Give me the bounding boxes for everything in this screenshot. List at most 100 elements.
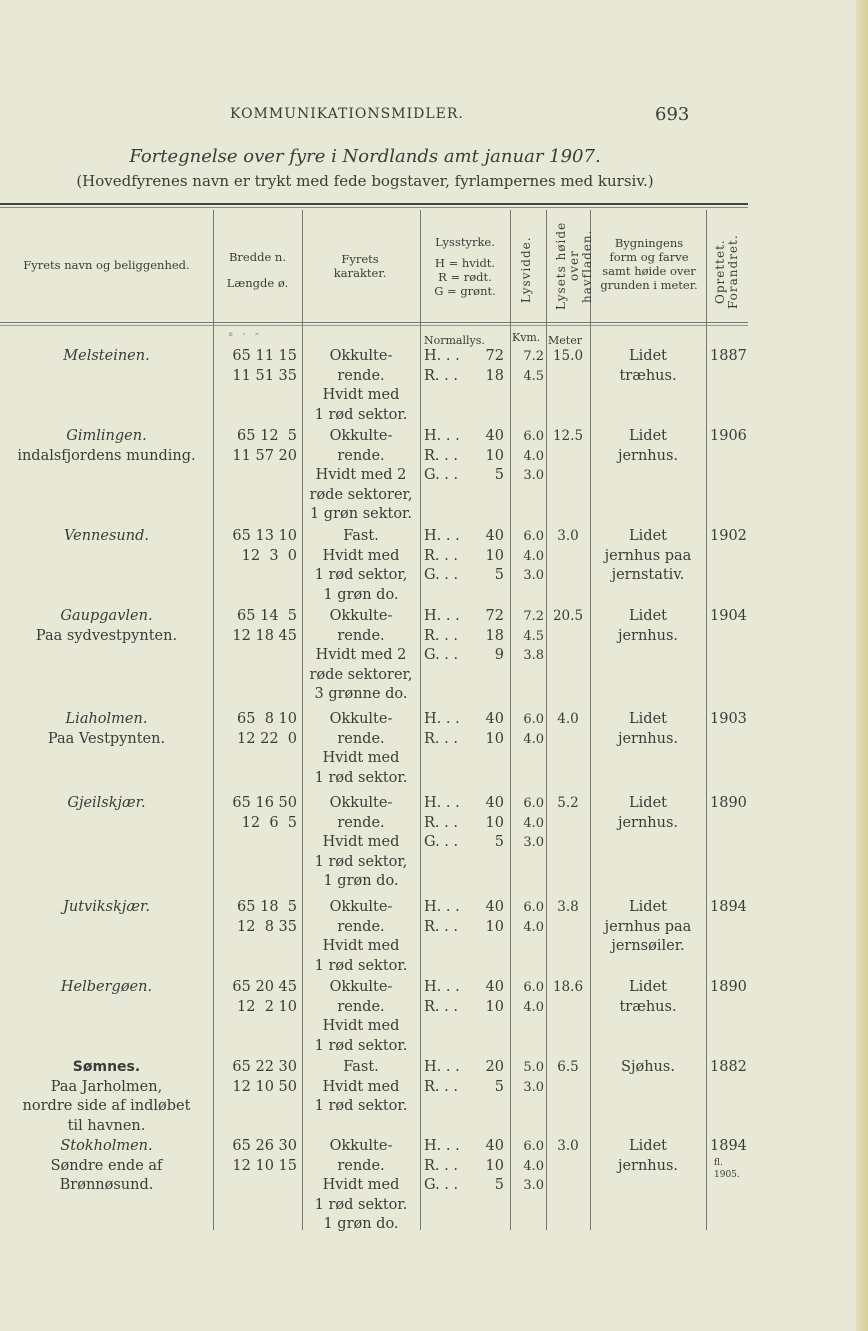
light-range: 4.0 (523, 999, 544, 1015)
light-value: 40 (485, 528, 504, 544)
light-value: 5 (494, 567, 504, 583)
light-color: R. . . (424, 367, 458, 384)
building-description: træhus. (619, 367, 677, 384)
column-divider (420, 210, 421, 1230)
light-intensity: R. . . 10 (424, 998, 504, 1018)
page-number: 693 (655, 104, 690, 125)
light-character: 1 grøn do. (323, 586, 399, 603)
building-description: Lidet (629, 528, 667, 544)
table-top-rule-thin (0, 207, 748, 208)
light-range: 3.0 (523, 568, 544, 583)
longitude: 12 18 45 (232, 627, 297, 644)
light-intensity: R. . . 10 (424, 547, 504, 567)
light-character: rende. (337, 367, 385, 384)
light-range: 6.0 (523, 1139, 544, 1154)
lighthouse-name: Vennesund. (64, 528, 149, 544)
light-character: rende. (337, 1157, 385, 1174)
longitude: 12 10 50 (232, 1078, 297, 1095)
light-character: Hvidt med (322, 547, 400, 564)
light-intensity: R. . . 10 (424, 730, 504, 750)
page-title: Fortegnelse over fyre i Nordlands amt ja… (129, 146, 601, 167)
longitude: 12 6 5 (241, 814, 297, 831)
light-height: 12.5 (552, 428, 584, 444)
year: 1894 (710, 1138, 747, 1154)
light-color: R. . . (424, 814, 458, 831)
unit-coords: ° ′ ″ (228, 331, 263, 344)
light-color: H. . . (424, 608, 460, 624)
light-character: røde sektorer, (309, 666, 413, 683)
building-description: træhus. (619, 998, 677, 1015)
light-color: G. . . (424, 647, 459, 663)
light-height: 15.0 (552, 348, 584, 364)
col-header-lat: Bredde n. (228, 250, 286, 264)
lighthouse-location: Paa Vestpynten. (47, 730, 166, 747)
light-character: Fast. (343, 528, 379, 544)
light-intensity: H. . . 40 (424, 898, 504, 918)
year: 1905. (714, 1169, 740, 1180)
lighthouse-name: Helbergøen. (60, 979, 153, 995)
light-character: Okkulte- (329, 1138, 393, 1154)
lighthouse-name: Melsteinen. (63, 348, 150, 364)
lighthouse-location: indalsfjordens munding. (17, 447, 196, 464)
light-intensity: G. . . 5 (424, 833, 504, 853)
light-intensity: H. . . 40 (424, 794, 504, 814)
light-character: 3 grønne do. (314, 686, 408, 702)
column-divider (213, 210, 214, 1230)
building-description: jernhus. (617, 814, 679, 831)
lighthouse-location: Søndre ende af (50, 1157, 163, 1174)
light-range: 6.0 (523, 796, 544, 811)
light-character: Hvidt med (322, 1078, 400, 1095)
light-intensity: R. . . 10 (424, 1157, 504, 1177)
light-character: Fast. (343, 1059, 379, 1075)
unit-height: Meter (548, 334, 582, 347)
building-description: Lidet (629, 711, 667, 727)
light-range: 4.0 (523, 731, 544, 747)
header-bottom-rule-thin (0, 325, 748, 326)
light-value: 40 (485, 711, 504, 727)
latitude: 65 18 5 (237, 899, 297, 915)
building-description: Lidet (629, 608, 667, 624)
latitude: 65 13 10 (232, 528, 297, 544)
column-divider (706, 210, 707, 1230)
light-value: 10 (485, 447, 504, 464)
light-height: 3.8 (557, 899, 579, 915)
col-header-intensity-key-r: R = rødt. (438, 270, 492, 284)
latitude: 65 26 30 (232, 1138, 297, 1154)
light-intensity: H. . . 40 (424, 1137, 504, 1157)
light-character: 1 rød sektor. (314, 1037, 408, 1054)
building-description: Sjøhus. (621, 1059, 675, 1075)
light-color: H. . . (424, 899, 460, 915)
col-header-name: Fyrets navn og beliggenhed. (23, 258, 190, 272)
light-height: 20.5 (552, 608, 584, 624)
light-intensity: G. . . 9 (424, 646, 504, 666)
light-height: 5.2 (557, 795, 579, 811)
lighthouse-location: Paa sydvestpynten. (35, 627, 178, 644)
light-value: 10 (485, 918, 504, 935)
light-height: 18.6 (552, 979, 584, 995)
light-range: 3.0 (523, 1178, 544, 1193)
light-value: 5 (494, 1078, 504, 1095)
light-character: Hvidt med (322, 387, 400, 403)
light-height: 3.0 (557, 1138, 579, 1154)
column-divider (510, 210, 511, 1230)
light-value: 18 (485, 627, 504, 644)
table-top-rule (0, 203, 748, 205)
lighthouse-name: Gjeilskjær. (67, 795, 146, 811)
column-divider (590, 210, 591, 1230)
light-character: rende. (337, 918, 385, 935)
year: 1904 (710, 608, 747, 624)
light-intensity: R. . . 10 (424, 814, 504, 834)
light-value: 20 (485, 1059, 504, 1075)
year: 1890 (710, 979, 747, 995)
light-character: 1 grøn sektor. (309, 506, 413, 522)
light-intensity: H. . . 20 (424, 1058, 504, 1078)
year: 1902 (710, 528, 747, 544)
light-value: 5 (494, 1177, 504, 1193)
lighthouse-location: Paa Jarholmen, (50, 1078, 163, 1095)
lighthouse-name: Jutvikskjær. (63, 899, 150, 915)
light-range: 5.0 (523, 1060, 544, 1075)
light-range: 4.0 (523, 548, 544, 564)
year: 1882 (710, 1059, 747, 1075)
light-range: 6.0 (523, 429, 544, 444)
building-description: Lidet (629, 1138, 667, 1154)
